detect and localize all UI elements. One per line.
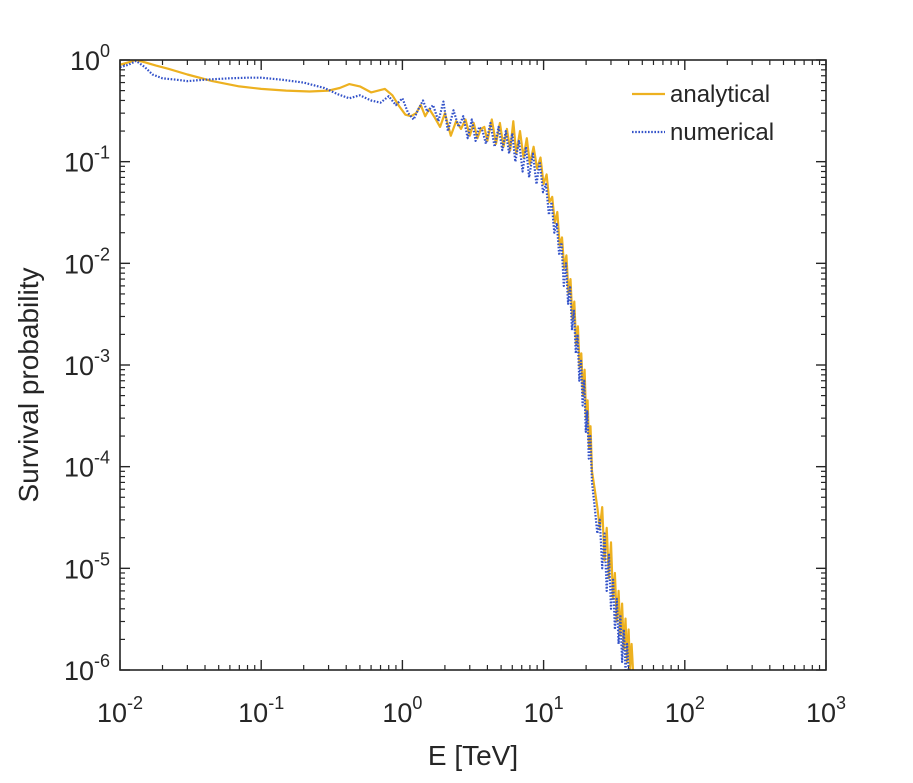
axes-box [119, 59, 827, 671]
x-tick-exponent: 2 [695, 693, 705, 713]
y-axis-title: Survival probability [13, 268, 44, 503]
x-tick-label: 10-1 [238, 693, 284, 728]
x-tick-label: 100 [382, 693, 422, 728]
x-tick-base: 10 [382, 698, 412, 728]
x-tick-base: 10 [665, 698, 695, 728]
series-line-numerical [120, 60, 631, 670]
y-tick-label: 10-5 [64, 549, 110, 584]
y-tick-base: 10 [64, 554, 94, 584]
y-tick-label: 10-3 [64, 346, 110, 381]
x-tick-exponent: 3 [836, 693, 846, 713]
x-tick-labels: 10-2 10-1 100 101 102 103 [97, 693, 846, 728]
y-tick-exponent: -6 [94, 651, 110, 671]
x-tick-base: 10 [806, 698, 836, 728]
y-tick-base: 10 [64, 148, 94, 178]
x-tick-base: 10 [238, 698, 268, 728]
x-tick-base: 10 [524, 698, 554, 728]
y-tick-exponent: -5 [94, 549, 110, 569]
x-tick-label: 101 [524, 693, 564, 728]
y-tick-label: 100 [70, 41, 110, 76]
x-axis-title: E [TeV] [428, 740, 518, 771]
series-line-analytical [120, 60, 635, 670]
y-tick-label: 10-1 [64, 143, 110, 178]
x-tick-label: 102 [665, 693, 705, 728]
plot-area [120, 60, 826, 670]
y-tick-exponent: -4 [94, 448, 110, 468]
x-tick-exponent: 1 [554, 693, 564, 713]
y-tick-exponent: -1 [94, 143, 110, 163]
y-tick-label: 10-2 [64, 244, 110, 279]
y-tick-base: 10 [64, 453, 94, 483]
y-tick-exponent: 0 [100, 41, 110, 61]
x-tick-label: 10-2 [97, 693, 143, 728]
y-tick-label: 10-6 [64, 651, 110, 686]
legend-label-numerical: numerical [670, 119, 774, 146]
x-tick-exponent: 0 [412, 693, 422, 713]
x-tick-exponent: -2 [127, 693, 143, 713]
y-tick-exponent: -2 [94, 244, 110, 264]
x-tick-exponent: -1 [268, 693, 284, 713]
y-tick-base: 10 [64, 351, 94, 381]
x-tick-base: 10 [97, 698, 127, 728]
legend: analytical numerical [632, 81, 774, 146]
y-tick-label: 10-4 [64, 448, 110, 483]
series-layer [120, 60, 635, 670]
y-tick-base: 10 [64, 656, 94, 686]
y-tick-exponent: -3 [94, 346, 110, 366]
legend-label-analytical: analytical [670, 81, 770, 108]
y-tick-base: 10 [64, 249, 94, 279]
y-tick-base: 10 [70, 46, 100, 76]
x-tick-label: 103 [806, 693, 846, 728]
